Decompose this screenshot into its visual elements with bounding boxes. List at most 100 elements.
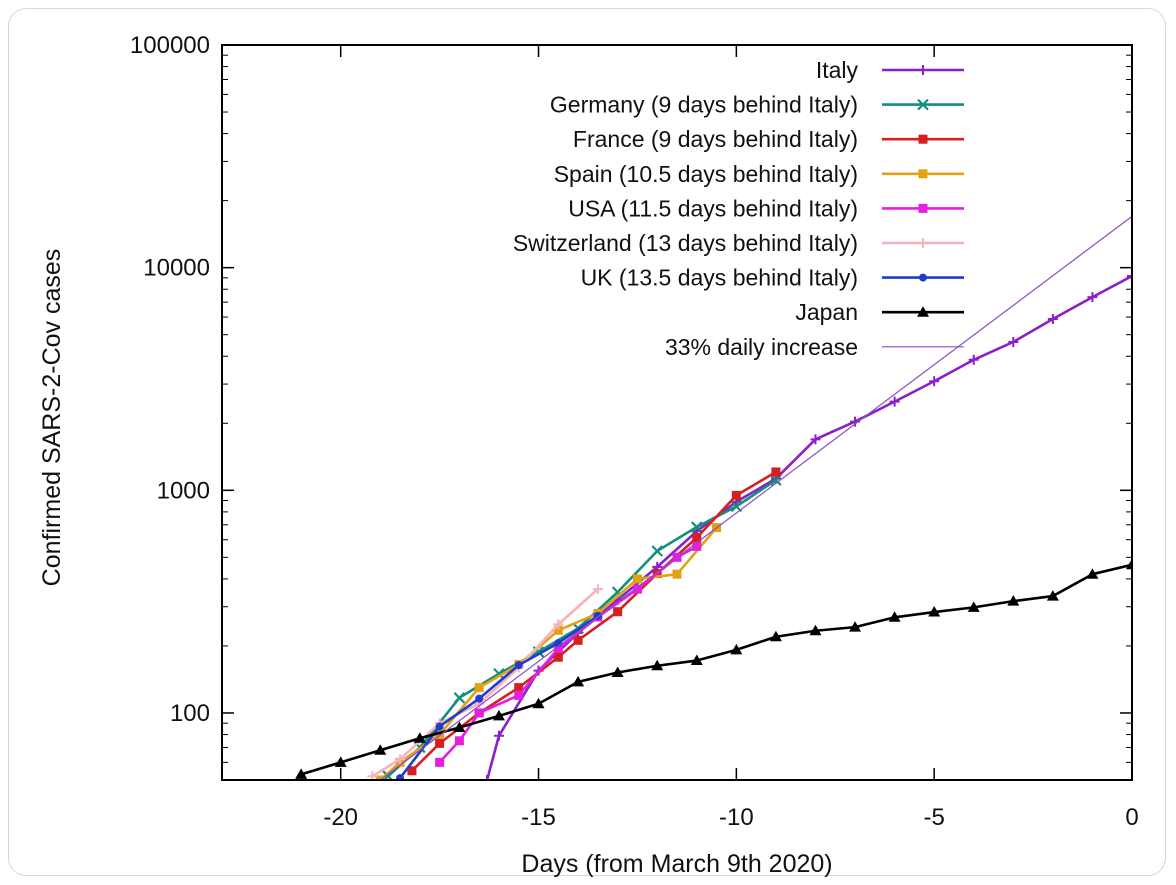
data-point bbox=[396, 774, 405, 780]
data-point bbox=[809, 624, 822, 636]
data-point bbox=[295, 768, 308, 779]
legend-marker bbox=[917, 98, 929, 111]
legend-entry: Spain (10.5 days behind Italy) bbox=[554, 161, 964, 187]
data-point bbox=[771, 467, 781, 477]
data-point bbox=[889, 396, 900, 407]
series-switzerland bbox=[367, 584, 603, 780]
data-point bbox=[407, 766, 417, 776]
legend-label: France (9 days behind Italy) bbox=[573, 126, 858, 152]
data-point bbox=[435, 757, 445, 767]
data-point bbox=[334, 756, 347, 767]
tick-labels: -20 -15 -10 -5 0 100 1000 10000 100000 bbox=[130, 32, 1139, 831]
y-tick-label: 100000 bbox=[130, 32, 210, 59]
data-point bbox=[553, 643, 563, 653]
legend-marker bbox=[918, 169, 928, 179]
data-point bbox=[1007, 595, 1020, 606]
data-point bbox=[474, 683, 484, 693]
data-point bbox=[613, 607, 623, 617]
data-point bbox=[453, 692, 466, 704]
data-point bbox=[454, 736, 464, 746]
legend-label: Italy bbox=[816, 57, 859, 83]
data-point bbox=[572, 675, 585, 687]
series-33% bbox=[379, 215, 1132, 780]
x-tick-label: 0 bbox=[1125, 804, 1138, 831]
data-point bbox=[493, 730, 504, 741]
plot-frame bbox=[221, 44, 1133, 781]
data-point bbox=[769, 630, 782, 642]
data-point bbox=[651, 659, 664, 671]
data-point bbox=[1086, 568, 1099, 579]
data-point bbox=[611, 666, 624, 677]
legend: Italy Germany (9 days behind Italy) France… bbox=[513, 57, 964, 360]
legend-marker bbox=[919, 273, 927, 282]
y-tick-label: 100 bbox=[170, 700, 210, 727]
legend-marker bbox=[918, 134, 928, 144]
legend-entry: Japan bbox=[795, 299, 964, 325]
data-point bbox=[632, 584, 642, 594]
data-point bbox=[475, 694, 484, 703]
legend-label: Germany (9 days behind Italy) bbox=[550, 92, 858, 118]
data-point bbox=[730, 500, 743, 513]
x-tick-label: -15 bbox=[521, 804, 556, 831]
legend-label: 33% daily increase bbox=[665, 334, 858, 360]
data-point bbox=[672, 569, 682, 579]
legend-entry: UK (13.5 days behind Italy) bbox=[581, 265, 964, 291]
x-tick-label: -5 bbox=[924, 804, 945, 831]
data-point bbox=[611, 586, 624, 598]
legend-marker bbox=[918, 203, 928, 213]
series-line bbox=[379, 215, 1132, 780]
data-point bbox=[1008, 336, 1019, 347]
data-point bbox=[810, 434, 821, 445]
legend-marker bbox=[918, 238, 928, 248]
y-axis-title: Confirmed SARS-2-Cov cases bbox=[38, 249, 66, 587]
data-point bbox=[692, 533, 702, 543]
data-point bbox=[514, 683, 524, 693]
data-point bbox=[1046, 590, 1059, 601]
legend-entry: USA (11.5 days behind Italy) bbox=[568, 195, 964, 221]
series-line bbox=[438, 545, 699, 764]
data-point bbox=[730, 643, 743, 655]
legend-marker bbox=[917, 306, 929, 317]
plot-area bbox=[295, 215, 1132, 780]
data-point bbox=[731, 490, 741, 500]
legend-entry: Switzerland (13 days behind Italy) bbox=[513, 230, 964, 256]
data-point bbox=[532, 697, 545, 709]
data-point bbox=[691, 521, 703, 533]
data-point bbox=[435, 730, 445, 740]
data-point bbox=[553, 625, 563, 635]
data-point bbox=[967, 601, 980, 612]
series-japan bbox=[295, 558, 1132, 779]
data-point bbox=[1127, 271, 1132, 282]
legend-label: Spain (10.5 days behind Italy) bbox=[554, 161, 858, 187]
legend-label: Japan bbox=[795, 299, 858, 325]
legend-label: UK (13.5 days behind Italy) bbox=[581, 265, 858, 291]
data-point bbox=[482, 775, 493, 780]
x-tick-label: -20 bbox=[323, 804, 358, 831]
y-tick-label: 10000 bbox=[143, 255, 210, 282]
x-axis-title: Days (from March 9th 2020) bbox=[521, 850, 832, 878]
data-point bbox=[888, 611, 901, 622]
data-point bbox=[770, 474, 782, 486]
legend-entry: 33% daily increase bbox=[665, 334, 964, 360]
legend-entry: Germany (9 days behind Italy) bbox=[550, 92, 964, 118]
data-point bbox=[435, 722, 444, 731]
data-point bbox=[374, 744, 387, 755]
data-point bbox=[1047, 313, 1058, 324]
data-point bbox=[692, 541, 702, 551]
legend-entry: France (9 days behind Italy) bbox=[573, 126, 964, 152]
legend-entry: Italy bbox=[816, 57, 964, 83]
data-point bbox=[632, 574, 642, 584]
data-point bbox=[395, 754, 406, 765]
data-point bbox=[492, 709, 505, 721]
data-point bbox=[413, 732, 426, 743]
data-point bbox=[651, 545, 663, 557]
x-tick-label: -10 bbox=[719, 804, 754, 831]
data-point bbox=[690, 654, 703, 666]
axis-ticks bbox=[222, 44, 1133, 781]
data-point bbox=[929, 376, 940, 387]
data-point bbox=[553, 619, 564, 630]
data-point bbox=[1126, 558, 1132, 570]
legend-label: USA (11.5 days behind Italy) bbox=[568, 195, 858, 221]
legend-label: Switzerland (13 days behind Italy) bbox=[513, 230, 858, 256]
